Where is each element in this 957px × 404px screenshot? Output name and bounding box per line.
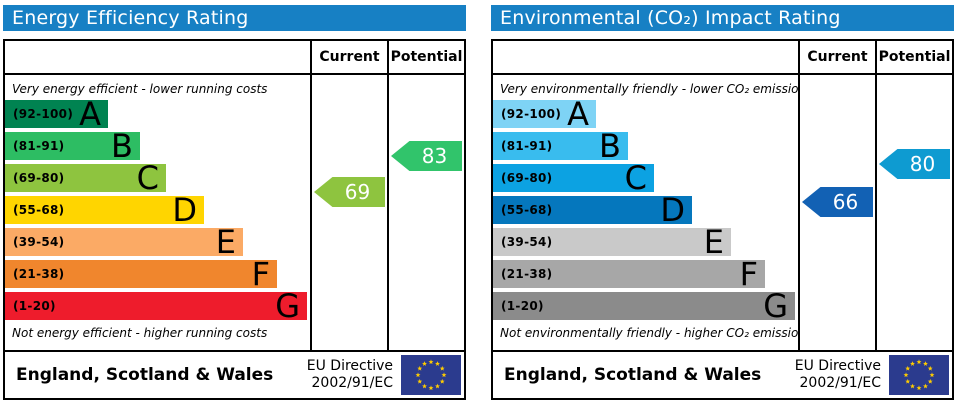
energy-current-column: 69 bbox=[310, 75, 387, 350]
energy-footer: England, Scotland & Wales EU Directive 2… bbox=[5, 350, 464, 398]
band-range: (39-54) bbox=[501, 235, 553, 249]
energy-potential-value: 83 bbox=[421, 144, 448, 168]
co2-footer: England, Scotland & Wales EU Directive 2… bbox=[493, 350, 952, 398]
energy-band-g: (1-20) G bbox=[5, 287, 307, 325]
energy-band-a: (92-100) A bbox=[5, 95, 108, 133]
co2-band-g: (1-20) G bbox=[493, 287, 795, 325]
band-letter: A bbox=[79, 95, 101, 133]
eu-flag-icon bbox=[889, 355, 949, 395]
energy-efficiency-panel: Energy Efficiency Rating Current Potenti… bbox=[3, 5, 466, 400]
co2-potential-arrow: 80 bbox=[879, 149, 950, 179]
band-letter: D bbox=[172, 191, 197, 229]
band-range: (21-38) bbox=[501, 267, 553, 281]
band-range: (55-68) bbox=[501, 203, 553, 217]
band-range: (39-54) bbox=[13, 235, 65, 249]
band-range: (69-80) bbox=[13, 171, 65, 185]
co2-rating-table: Current Potential Very environmentally f… bbox=[491, 39, 954, 400]
band-letter: B bbox=[111, 127, 133, 165]
co2-potential-column: 80 bbox=[875, 75, 952, 350]
eu-flag-icon bbox=[401, 355, 461, 395]
band-range: (1-20) bbox=[13, 299, 56, 313]
band-letter: A bbox=[567, 95, 589, 133]
co2-potential-column-header: Potential bbox=[875, 41, 952, 75]
energy-current-column-header: Current bbox=[310, 41, 387, 75]
co2-band-f: (21-38) F bbox=[493, 255, 765, 293]
band-range: (55-68) bbox=[13, 203, 65, 217]
energy-band-d: (55-68) D bbox=[5, 191, 204, 229]
eu-flag-stars bbox=[903, 359, 935, 391]
co2-top-caption: Very environmentally friendly - lower CO… bbox=[500, 82, 798, 96]
energy-current-value: 69 bbox=[344, 180, 371, 204]
energy-panel-title: Energy Efficiency Rating bbox=[3, 5, 466, 31]
band-letter: G bbox=[275, 287, 300, 325]
energy-potential-arrow: 83 bbox=[391, 141, 462, 171]
co2-band-b: (81-91) B bbox=[493, 127, 628, 165]
co2-band-a: (92-100) A bbox=[493, 95, 596, 133]
co2-current-column: 66 bbox=[798, 75, 875, 350]
band-range: (81-91) bbox=[501, 139, 553, 153]
energy-band-c: (69-80) C bbox=[5, 159, 166, 197]
band-range: (92-100) bbox=[501, 107, 562, 121]
band-range: (81-91) bbox=[13, 139, 65, 153]
region-label: England, Scotland & Wales bbox=[504, 365, 762, 385]
co2-band-c: (69-80) C bbox=[493, 159, 654, 197]
co2-band-d: (55-68) D bbox=[493, 191, 692, 229]
co2-header-spacer bbox=[493, 41, 798, 75]
band-letter: E bbox=[215, 223, 236, 261]
band-letter: C bbox=[624, 159, 647, 197]
band-letter: G bbox=[763, 287, 788, 325]
band-range: (1-20) bbox=[501, 299, 544, 313]
energy-rating-table: Current Potential Very energy efficient … bbox=[3, 39, 466, 400]
region-label: England, Scotland & Wales bbox=[16, 365, 274, 385]
co2-band-e: (39-54) E bbox=[493, 223, 731, 261]
band-letter: F bbox=[739, 255, 758, 293]
energy-bottom-caption: Not energy efficient - higher running co… bbox=[12, 326, 268, 340]
eu-directive-label: EU Directive 2002/91/EC bbox=[794, 358, 881, 391]
band-range: (21-38) bbox=[13, 267, 65, 281]
band-range: (92-100) bbox=[13, 107, 74, 121]
co2-band-chart: Very environmentally friendly - lower CO… bbox=[493, 75, 798, 350]
eu-directive-label: EU Directive 2002/91/EC bbox=[306, 358, 393, 391]
band-letter: C bbox=[136, 159, 159, 197]
energy-band-chart: Very energy efficient - lower running co… bbox=[5, 75, 310, 350]
band-letter: D bbox=[660, 191, 685, 229]
co2-current-column-header: Current bbox=[798, 41, 875, 75]
band-range: (69-80) bbox=[501, 171, 553, 185]
energy-band-b: (81-91) B bbox=[5, 127, 140, 165]
energy-band-e: (39-54) E bbox=[5, 223, 243, 261]
eu-flag-stars bbox=[415, 359, 447, 391]
co2-bottom-caption: Not environmentally friendly - higher CO… bbox=[500, 326, 798, 340]
energy-current-arrow: 69 bbox=[314, 177, 385, 207]
co2-panel-title: Environmental (CO₂) Impact Rating bbox=[491, 5, 954, 31]
energy-top-caption: Very energy efficient - lower running co… bbox=[12, 82, 268, 96]
energy-potential-column: 83 bbox=[387, 75, 464, 350]
energy-potential-column-header: Potential bbox=[387, 41, 464, 75]
co2-impact-panel: Environmental (CO₂) Impact Rating Curren… bbox=[491, 5, 954, 400]
co2-current-arrow: 66 bbox=[802, 187, 873, 217]
band-letter: B bbox=[599, 127, 621, 165]
band-letter: F bbox=[251, 255, 270, 293]
energy-header-spacer bbox=[5, 41, 310, 75]
co2-potential-value: 80 bbox=[909, 152, 936, 176]
co2-current-value: 66 bbox=[832, 190, 859, 214]
band-letter: E bbox=[703, 223, 724, 261]
energy-band-f: (21-38) F bbox=[5, 255, 277, 293]
